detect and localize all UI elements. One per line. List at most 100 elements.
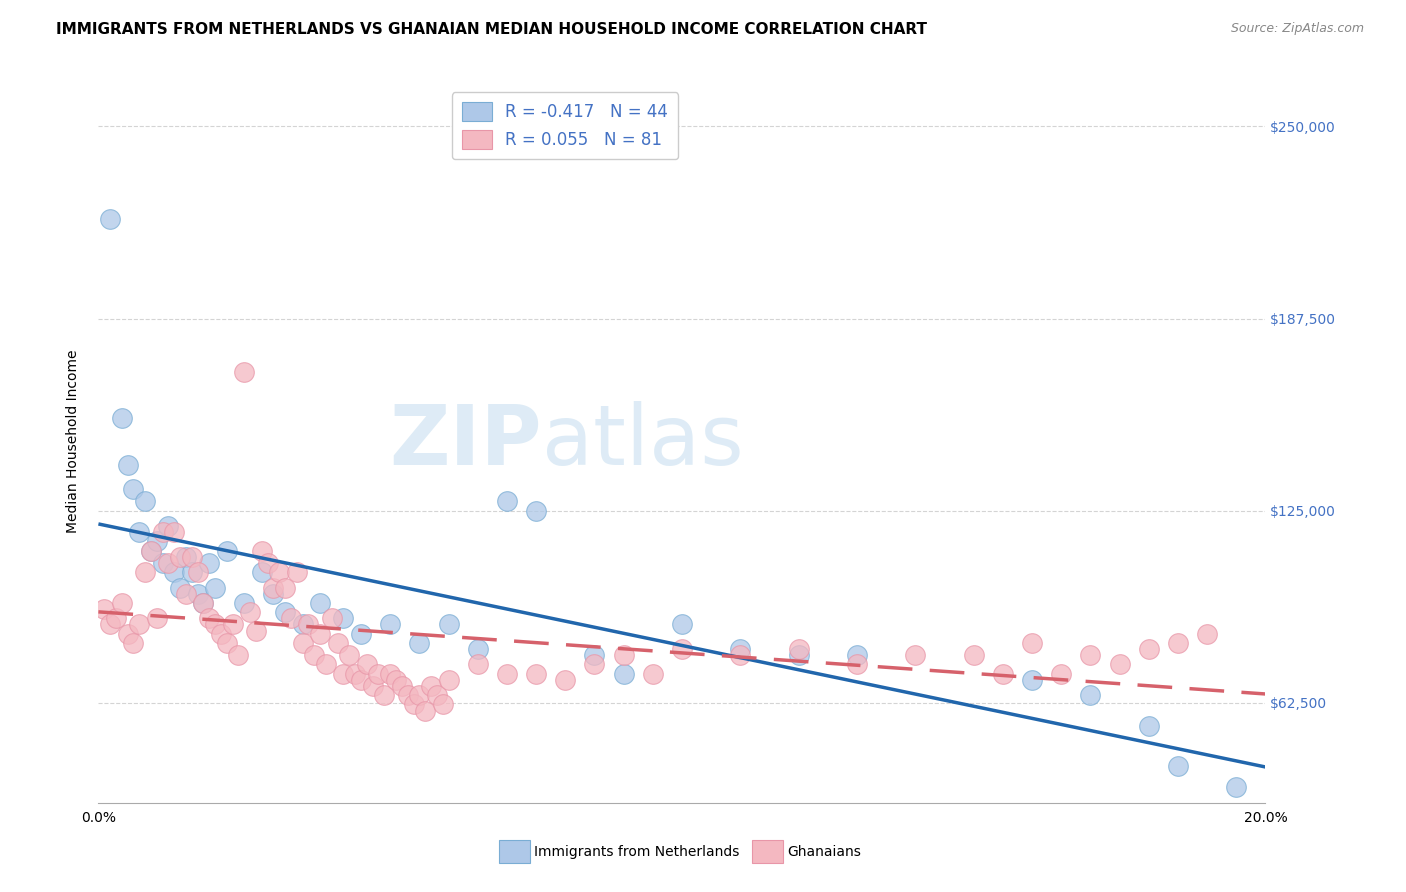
Point	[198, 556, 221, 570]
Point	[467, 642, 489, 657]
Point	[274, 605, 297, 619]
Point	[332, 611, 354, 625]
Point	[344, 666, 367, 681]
Point	[169, 581, 191, 595]
Point	[146, 534, 169, 549]
Point	[163, 525, 186, 540]
Point	[1108, 657, 1130, 672]
Point	[134, 494, 156, 508]
Point	[180, 549, 202, 564]
Point	[1167, 759, 1189, 773]
Point	[554, 673, 576, 687]
Point	[432, 698, 454, 712]
Point	[98, 617, 121, 632]
Point	[174, 587, 197, 601]
Point	[962, 648, 984, 663]
Point	[402, 698, 425, 712]
Point	[269, 565, 291, 579]
Point	[174, 549, 197, 564]
Point	[274, 581, 297, 595]
Point	[350, 673, 373, 687]
Point	[146, 611, 169, 625]
Point	[215, 543, 238, 558]
Point	[420, 679, 443, 693]
Point	[122, 482, 145, 496]
Point	[187, 587, 209, 601]
Point	[104, 611, 127, 625]
Point	[262, 581, 284, 595]
Point	[380, 617, 402, 632]
Point	[304, 648, 326, 663]
Point	[437, 673, 460, 687]
Point	[356, 657, 378, 672]
Point	[111, 596, 134, 610]
Point	[309, 626, 332, 640]
Point	[233, 596, 256, 610]
Point	[111, 411, 134, 425]
Point	[524, 666, 547, 681]
Point	[117, 626, 139, 640]
Point	[787, 648, 810, 663]
Point	[380, 666, 402, 681]
Point	[128, 617, 150, 632]
Point	[285, 565, 308, 579]
Point	[367, 666, 389, 681]
Text: Source: ZipAtlas.com: Source: ZipAtlas.com	[1230, 22, 1364, 36]
Text: Ghanaians: Ghanaians	[787, 845, 862, 859]
Point	[198, 611, 221, 625]
Point	[169, 549, 191, 564]
Point	[326, 636, 349, 650]
Point	[612, 648, 634, 663]
Point	[117, 458, 139, 472]
Point	[1195, 626, 1218, 640]
Point	[413, 704, 436, 718]
Point	[250, 543, 273, 558]
Point	[157, 556, 180, 570]
Point	[152, 525, 174, 540]
Point	[583, 657, 606, 672]
Text: IMMIGRANTS FROM NETHERLANDS VS GHANAIAN MEDIAN HOUSEHOLD INCOME CORRELATION CHAR: IMMIGRANTS FROM NETHERLANDS VS GHANAIAN …	[56, 22, 927, 37]
Text: ZIP: ZIP	[389, 401, 541, 482]
Point	[426, 688, 449, 702]
Point	[846, 648, 869, 663]
Point	[641, 666, 664, 681]
Point	[373, 688, 395, 702]
Point	[1021, 636, 1043, 650]
Point	[134, 565, 156, 579]
Point	[467, 657, 489, 672]
Point	[297, 617, 319, 632]
Point	[228, 648, 250, 663]
Point	[846, 657, 869, 672]
Point	[396, 688, 419, 702]
Point	[385, 673, 408, 687]
Point	[315, 657, 337, 672]
Point	[291, 617, 314, 632]
Point	[524, 504, 547, 518]
Point	[239, 605, 262, 619]
Point	[904, 648, 927, 663]
Y-axis label: Median Household Income: Median Household Income	[66, 350, 80, 533]
Point	[350, 626, 373, 640]
Point	[204, 617, 226, 632]
Point	[233, 365, 256, 379]
Point	[193, 596, 215, 610]
Point	[787, 642, 810, 657]
Point	[163, 565, 186, 579]
Point	[408, 636, 430, 650]
Legend: R = -0.417   N = 44, R = 0.055   N = 81: R = -0.417 N = 44, R = 0.055 N = 81	[453, 92, 678, 159]
Point	[671, 617, 693, 632]
Point	[496, 666, 519, 681]
Point	[437, 617, 460, 632]
Point	[671, 642, 693, 657]
Point	[122, 636, 145, 650]
Point	[204, 581, 226, 595]
Point	[193, 596, 215, 610]
Point	[221, 617, 243, 632]
Point	[337, 648, 360, 663]
Point	[152, 556, 174, 570]
Point	[209, 626, 232, 640]
Point	[139, 543, 162, 558]
Point	[991, 666, 1014, 681]
Point	[730, 642, 752, 657]
Point	[612, 666, 634, 681]
